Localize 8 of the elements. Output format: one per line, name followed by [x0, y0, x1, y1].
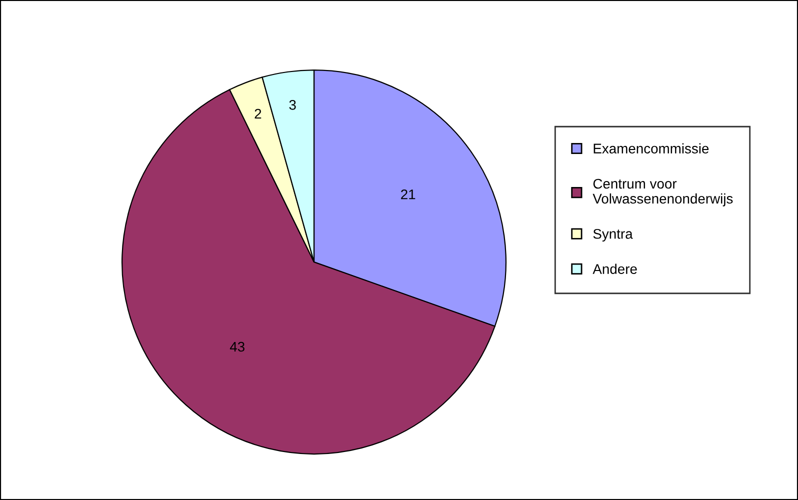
legend-label: Syntra — [593, 228, 633, 242]
data-label: 2 — [254, 108, 262, 119]
data-label: 21 — [401, 189, 416, 200]
data-label: 43 — [230, 342, 244, 352]
legend-label: Examencommissie — [594, 143, 709, 154]
data-label: 3 — [289, 100, 296, 110]
legend-label: Andere — [592, 264, 637, 274]
legend-label: Centrum voor Volwassenenonderwijs — [592, 178, 733, 206]
